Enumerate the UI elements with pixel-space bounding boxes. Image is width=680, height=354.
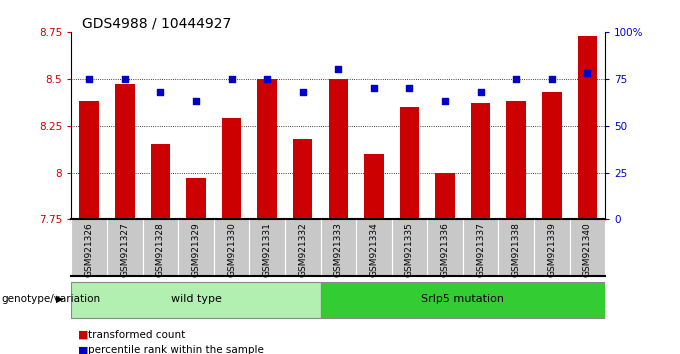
Point bbox=[475, 89, 486, 95]
Text: GDS4988 / 10444927: GDS4988 / 10444927 bbox=[82, 17, 231, 31]
Text: GSM921333: GSM921333 bbox=[334, 222, 343, 277]
Text: wild type: wild type bbox=[171, 294, 222, 304]
Bar bbox=[320, 282, 605, 318]
Bar bbox=[577, 36, 597, 219]
Point bbox=[84, 76, 95, 81]
Point bbox=[333, 67, 344, 72]
Point bbox=[297, 89, 308, 95]
Text: GSM921330: GSM921330 bbox=[227, 222, 236, 277]
Text: GSM921327: GSM921327 bbox=[120, 222, 129, 277]
Point bbox=[511, 76, 522, 81]
Text: GSM921335: GSM921335 bbox=[405, 222, 414, 277]
Text: GSM921331: GSM921331 bbox=[262, 222, 271, 277]
Bar bbox=[80, 101, 99, 219]
Text: GSM921340: GSM921340 bbox=[583, 222, 592, 277]
Text: ■: ■ bbox=[78, 330, 88, 339]
Point bbox=[120, 76, 131, 81]
Text: GSM921338: GSM921338 bbox=[512, 222, 521, 277]
Bar bbox=[542, 92, 562, 219]
Text: genotype/variation: genotype/variation bbox=[1, 294, 101, 304]
Text: GSM921329: GSM921329 bbox=[192, 222, 201, 277]
Bar bbox=[471, 103, 490, 219]
Text: GSM921336: GSM921336 bbox=[441, 222, 449, 277]
Bar bbox=[364, 154, 384, 219]
Point bbox=[369, 85, 379, 91]
Text: ▶: ▶ bbox=[56, 294, 64, 304]
Bar bbox=[293, 139, 313, 219]
Bar bbox=[328, 79, 348, 219]
Point bbox=[440, 98, 451, 104]
Text: GSM921334: GSM921334 bbox=[369, 222, 378, 277]
Text: Srlp5 mutation: Srlp5 mutation bbox=[422, 294, 505, 304]
Bar bbox=[71, 282, 320, 318]
Text: ■: ■ bbox=[78, 346, 88, 354]
Point bbox=[582, 70, 593, 76]
Text: GSM921337: GSM921337 bbox=[476, 222, 485, 277]
Bar bbox=[186, 178, 206, 219]
Bar bbox=[257, 79, 277, 219]
Text: GSM921339: GSM921339 bbox=[547, 222, 556, 277]
Bar bbox=[400, 107, 420, 219]
Bar bbox=[150, 144, 170, 219]
Bar bbox=[115, 84, 135, 219]
Bar bbox=[222, 118, 241, 219]
Point bbox=[226, 76, 237, 81]
Text: GSM921326: GSM921326 bbox=[85, 222, 94, 277]
Point bbox=[404, 85, 415, 91]
Bar bbox=[507, 101, 526, 219]
Text: transformed count: transformed count bbox=[88, 330, 186, 339]
Text: percentile rank within the sample: percentile rank within the sample bbox=[88, 346, 265, 354]
Text: GSM921328: GSM921328 bbox=[156, 222, 165, 277]
Point bbox=[190, 98, 201, 104]
Bar bbox=[435, 173, 455, 219]
Point bbox=[547, 76, 558, 81]
Point bbox=[155, 89, 166, 95]
Text: GSM921332: GSM921332 bbox=[299, 222, 307, 277]
Point bbox=[262, 76, 273, 81]
